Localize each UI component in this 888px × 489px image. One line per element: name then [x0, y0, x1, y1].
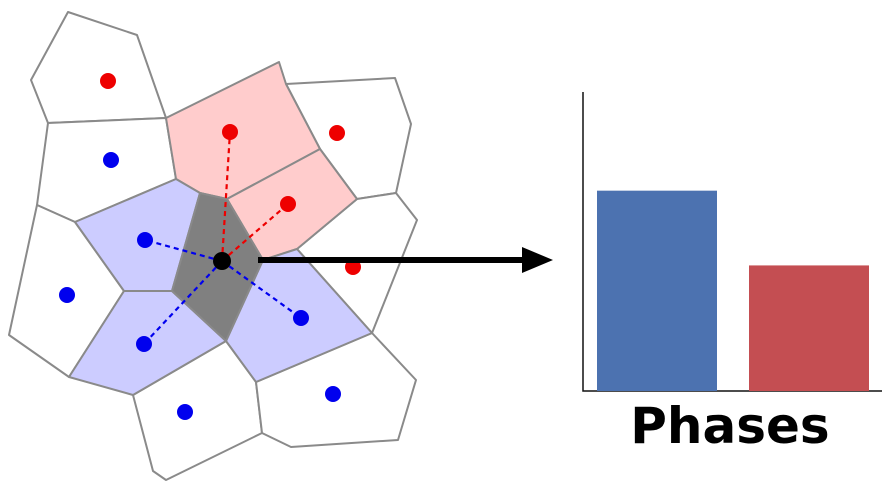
seed-point-phase-a	[59, 287, 75, 303]
neighbor-link-phase-a	[143, 260, 223, 345]
voronoi-tessellation	[8, 11, 418, 481]
right-arrow-icon	[258, 247, 553, 273]
seed-point-phase-b	[280, 196, 296, 212]
seed-point-phase-a	[136, 336, 152, 352]
focus-seed-point	[213, 252, 231, 270]
phase-bar-chart: Phases	[582, 92, 882, 455]
neighbor-link-phase-b	[220, 131, 232, 262]
arrow-head	[522, 247, 553, 273]
phase-bar-b	[749, 265, 869, 391]
seed-point-phase-b	[329, 125, 345, 141]
voronoi-cell	[30, 11, 167, 124]
phase-bar-a	[597, 190, 717, 391]
seed-point-phase-a	[137, 232, 153, 248]
phases-label: Phases	[630, 397, 829, 455]
seed-point-phase-b	[100, 73, 116, 89]
neighbor-link-phase-b	[221, 203, 289, 262]
seed-points	[59, 73, 361, 420]
neighbor-link-phase-a	[144, 238, 223, 263]
seed-point-phase-a	[177, 404, 193, 420]
seed-point-phase-a	[325, 386, 341, 402]
seed-point-phase-a	[293, 310, 309, 326]
seed-point-phase-a	[103, 152, 119, 168]
neighbor-links	[143, 131, 302, 345]
neighbor-link-phase-a	[221, 260, 302, 319]
seed-point-phase-b	[222, 124, 238, 140]
